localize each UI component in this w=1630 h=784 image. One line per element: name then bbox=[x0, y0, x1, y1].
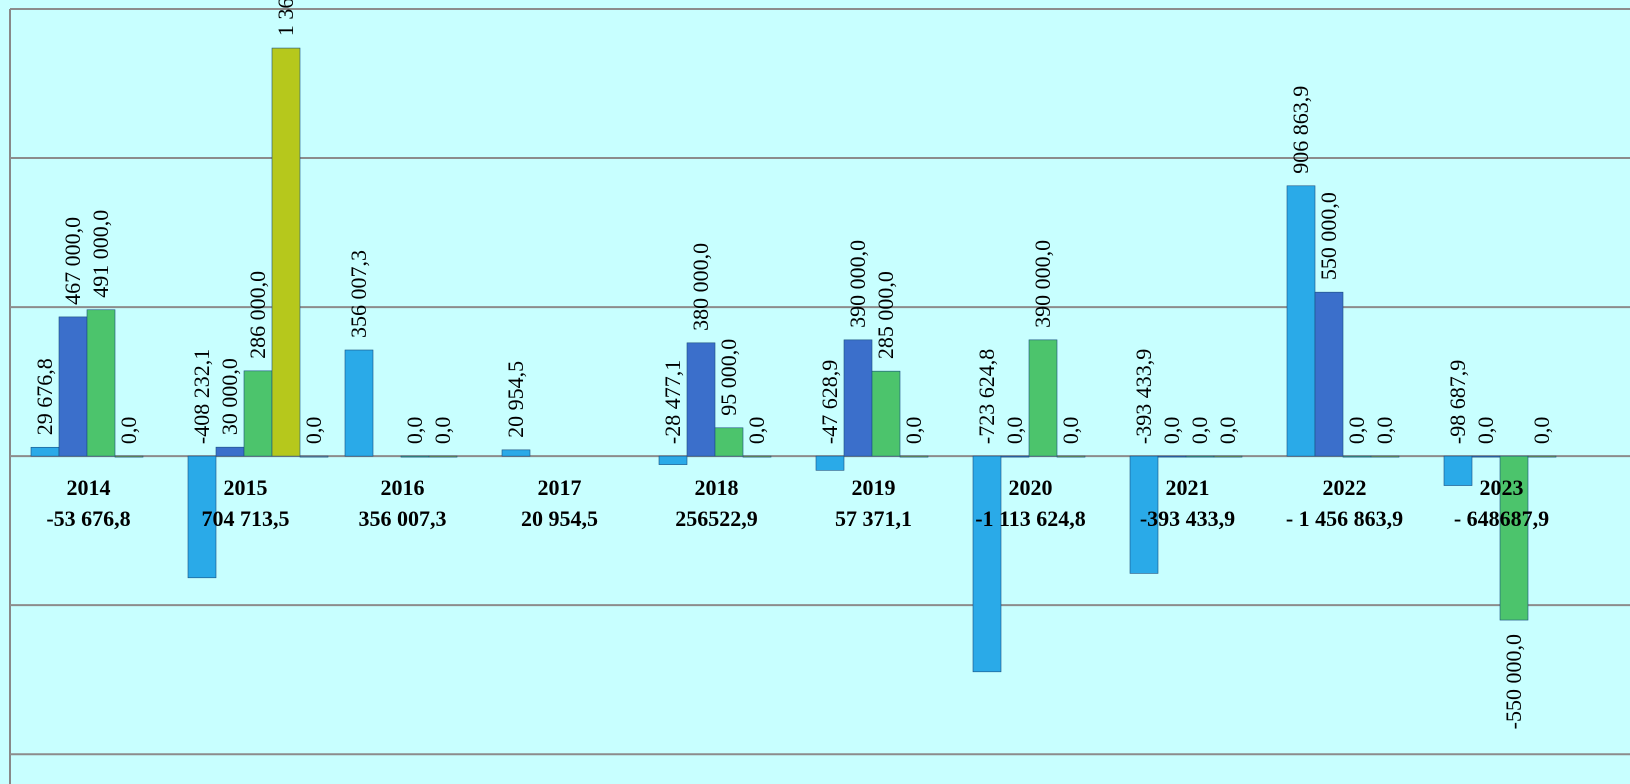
category-total: -53 676,8 bbox=[46, 506, 130, 531]
bar bbox=[686, 342, 716, 457]
bar bbox=[1028, 339, 1058, 457]
value-label: 0,0 bbox=[901, 417, 926, 445]
x-tick-label: 2019 bbox=[852, 475, 896, 500]
bar bbox=[428, 455, 458, 458]
bar bbox=[299, 455, 329, 458]
value-label: -408 232,1 bbox=[189, 349, 214, 444]
bar bbox=[243, 370, 273, 457]
bar bbox=[1342, 455, 1372, 458]
x-tick-label: 2018 bbox=[695, 475, 739, 500]
bar bbox=[1499, 455, 1529, 621]
value-label: 390 000,0 bbox=[845, 240, 870, 328]
category-total: 57 371,1 bbox=[835, 506, 912, 531]
bar bbox=[972, 455, 1002, 673]
bar bbox=[1157, 455, 1187, 458]
bar bbox=[1370, 455, 1400, 458]
value-label: 0,0 bbox=[1372, 417, 1397, 445]
bar bbox=[501, 449, 531, 457]
bar bbox=[658, 455, 688, 465]
bar bbox=[1443, 455, 1473, 486]
bar bbox=[843, 339, 873, 457]
x-tick-label: 2020 bbox=[1009, 475, 1053, 500]
bar bbox=[1471, 455, 1501, 458]
value-label: 0,0 bbox=[430, 417, 455, 445]
value-label: 906 863,9 bbox=[1288, 86, 1313, 174]
bar bbox=[1056, 455, 1086, 458]
x-tick-label: 2023 bbox=[1480, 475, 1524, 500]
x-tick-label: 2021 bbox=[1166, 475, 1210, 500]
value-label: 390 000,0 bbox=[1030, 240, 1055, 328]
value-label: 29 676,8 bbox=[32, 358, 57, 435]
category-total: 20 954,5 bbox=[521, 506, 598, 531]
value-label: 95 000,0 bbox=[716, 339, 741, 416]
category-total: 704 713,5 bbox=[202, 506, 290, 531]
value-label: 0,0 bbox=[301, 417, 326, 445]
bar bbox=[714, 427, 744, 457]
value-label: 380 000,0 bbox=[688, 243, 713, 331]
value-label: 0,0 bbox=[1344, 417, 1369, 445]
bar bbox=[187, 455, 217, 579]
bar bbox=[871, 370, 901, 457]
x-tick-label: 2014 bbox=[67, 475, 111, 500]
bar bbox=[1527, 455, 1557, 458]
bar bbox=[1213, 455, 1243, 458]
value-label: 285 000,0 bbox=[873, 271, 898, 359]
value-label: -723 624,8 bbox=[974, 349, 999, 444]
value-label: 467 000,0 bbox=[60, 217, 85, 305]
value-label: 1 368 945,6 bbox=[273, 0, 298, 36]
category-total: - 648687,9 bbox=[1454, 506, 1549, 531]
value-label: 0,0 bbox=[744, 417, 769, 445]
value-label: 356 007,3 bbox=[346, 250, 371, 338]
value-label: 0,0 bbox=[1058, 417, 1083, 445]
bar bbox=[899, 455, 929, 458]
value-label: 550 000,0 bbox=[1316, 192, 1341, 280]
value-label: 0,0 bbox=[1002, 417, 1027, 445]
x-tick-label: 2017 bbox=[538, 475, 582, 500]
value-label: 0,0 bbox=[1159, 417, 1184, 445]
value-label: 30 000,0 bbox=[217, 358, 242, 435]
bar bbox=[1185, 455, 1215, 458]
bar bbox=[215, 446, 245, 457]
bar bbox=[344, 349, 374, 457]
category-total: 356 007,3 bbox=[359, 506, 447, 531]
x-tick-label: 2015 bbox=[224, 475, 268, 500]
value-label: 20 954,5 bbox=[503, 361, 528, 438]
x-tick-label: 2022 bbox=[1323, 475, 1367, 500]
bar bbox=[86, 309, 116, 457]
value-label: -98 687,9 bbox=[1445, 360, 1470, 444]
value-label: 0,0 bbox=[1473, 417, 1498, 445]
value-label: 0,0 bbox=[1215, 417, 1240, 445]
bar bbox=[1129, 455, 1159, 574]
value-label: -47 628,9 bbox=[817, 360, 842, 444]
value-label: -550 000,0 bbox=[1501, 634, 1526, 729]
value-label: 0,0 bbox=[116, 417, 141, 445]
bar bbox=[815, 455, 845, 471]
bar bbox=[1286, 185, 1316, 457]
value-label: -28 477,1 bbox=[660, 360, 685, 444]
bar bbox=[1314, 291, 1344, 457]
bar bbox=[271, 47, 301, 457]
value-label: 0,0 bbox=[402, 417, 427, 445]
value-label: 0,0 bbox=[1187, 417, 1212, 445]
bar bbox=[114, 455, 144, 458]
bar bbox=[58, 316, 88, 457]
bar bbox=[1000, 455, 1030, 458]
value-label: 286 000,0 bbox=[245, 271, 270, 359]
bar bbox=[742, 455, 772, 458]
bar bbox=[400, 455, 430, 458]
category-total: -393 433,9 bbox=[1140, 506, 1235, 531]
category-total: -1 113 624,8 bbox=[975, 506, 1086, 531]
value-label: -393 433,9 bbox=[1131, 349, 1156, 444]
bar bbox=[30, 446, 60, 457]
category-total: - 1 456 863,9 bbox=[1286, 506, 1403, 531]
value-label: 0,0 bbox=[1529, 417, 1554, 445]
value-label: 491 000,0 bbox=[88, 210, 113, 298]
category-total: 256522,9 bbox=[675, 506, 758, 531]
x-tick-label: 2016 bbox=[381, 475, 425, 500]
